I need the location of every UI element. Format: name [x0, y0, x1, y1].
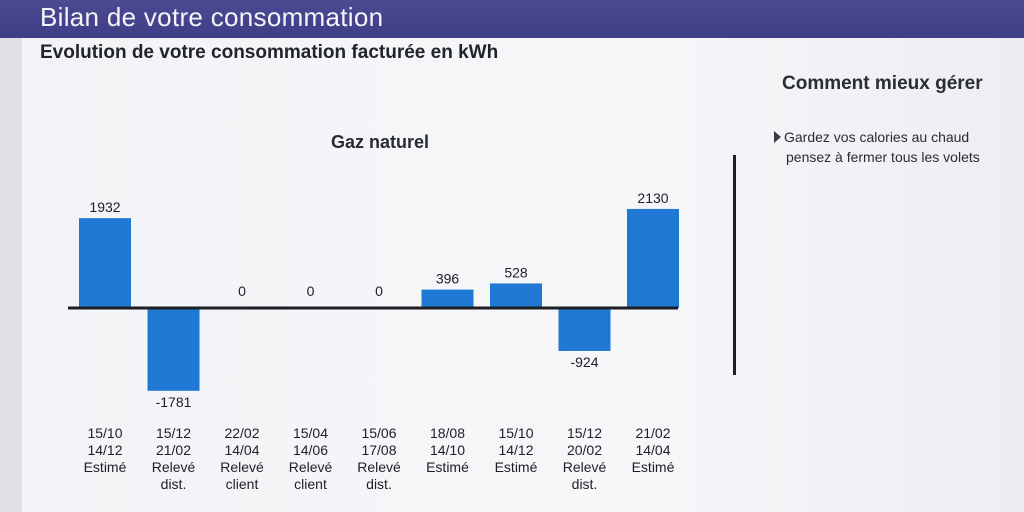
x-tick-label: dist.	[366, 476, 392, 492]
x-tick-label: 21/02	[156, 442, 191, 458]
bar-value-label: 0	[238, 283, 246, 299]
x-tick-label: Relevé	[357, 459, 401, 475]
x-tick-label: 14/06	[293, 442, 328, 458]
bar-value-label: 0	[375, 283, 383, 299]
advice-title: Comment mieux gérer	[782, 73, 983, 94]
x-tick-label: Relevé	[563, 459, 607, 475]
chart-title: Gaz naturel	[330, 132, 430, 152]
bar	[627, 208, 679, 308]
x-tick-label: dist.	[161, 476, 187, 492]
advice-tip-line2: pensez à fermer tous les volets	[786, 149, 980, 165]
x-tick-label: 14/12	[498, 442, 533, 458]
x-tick-label: 15/12	[567, 425, 602, 441]
vertical-divider	[733, 155, 736, 375]
bar-value-label: 2130	[637, 190, 668, 206]
bar	[79, 218, 131, 308]
x-tick-label: 18/08	[430, 425, 465, 441]
x-tick-label: Estimé	[495, 459, 538, 475]
advice-tip-line1: Gardez vos calories au chaud	[784, 129, 970, 145]
bar-value-label: -1781	[156, 394, 192, 410]
advice-tip: Gardez vos calories au chaud pensez à fe…	[774, 127, 980, 167]
x-tick-label: 14/10	[430, 442, 465, 458]
x-tick-label: 21/02	[635, 425, 670, 441]
bar	[421, 289, 474, 308]
bar-value-label: 528	[504, 264, 528, 280]
x-tick-label: Relevé	[220, 459, 264, 475]
bar-value-label: 0	[307, 283, 315, 299]
bar	[558, 308, 611, 351]
x-tick-label: 15/10	[87, 425, 122, 441]
x-tick-label: dist.	[572, 476, 598, 492]
x-tick-label: Relevé	[152, 459, 196, 475]
x-tick-label: 15/04	[293, 425, 328, 441]
bar	[147, 308, 200, 391]
x-tick-label: Estimé	[84, 459, 127, 475]
banner-title: Bilan de votre consommation	[40, 2, 384, 32]
report-page	[22, 38, 1024, 512]
chart-section-title: Evolution de votre consommation facturée…	[40, 42, 499, 63]
x-tick-label: Relevé	[289, 459, 333, 475]
x-tick-label: 15/10	[498, 425, 533, 441]
x-tick-label: 15/12	[156, 425, 191, 441]
header-banner: Bilan de votre consommation	[0, 0, 1024, 38]
bar-value-label: 396	[436, 271, 460, 287]
bar	[490, 283, 542, 308]
x-tick-label: Estimé	[632, 459, 675, 475]
x-tick-label: 14/04	[224, 442, 259, 458]
x-tick-label: 14/04	[635, 442, 670, 458]
bar-value-label: -924	[570, 354, 598, 370]
x-tick-label: 20/02	[567, 442, 602, 458]
x-tick-label: 15/06	[361, 425, 396, 441]
x-tick-label: client	[226, 476, 259, 492]
x-tick-label: 22/02	[224, 425, 259, 441]
x-tick-label: 17/08	[361, 442, 396, 458]
x-tick-label: client	[294, 476, 327, 492]
bar-value-label: 1932	[89, 199, 120, 215]
x-tick-label: Estimé	[426, 459, 469, 475]
x-tick-label: 14/12	[87, 442, 122, 458]
bullet-triangle-icon	[774, 131, 781, 143]
